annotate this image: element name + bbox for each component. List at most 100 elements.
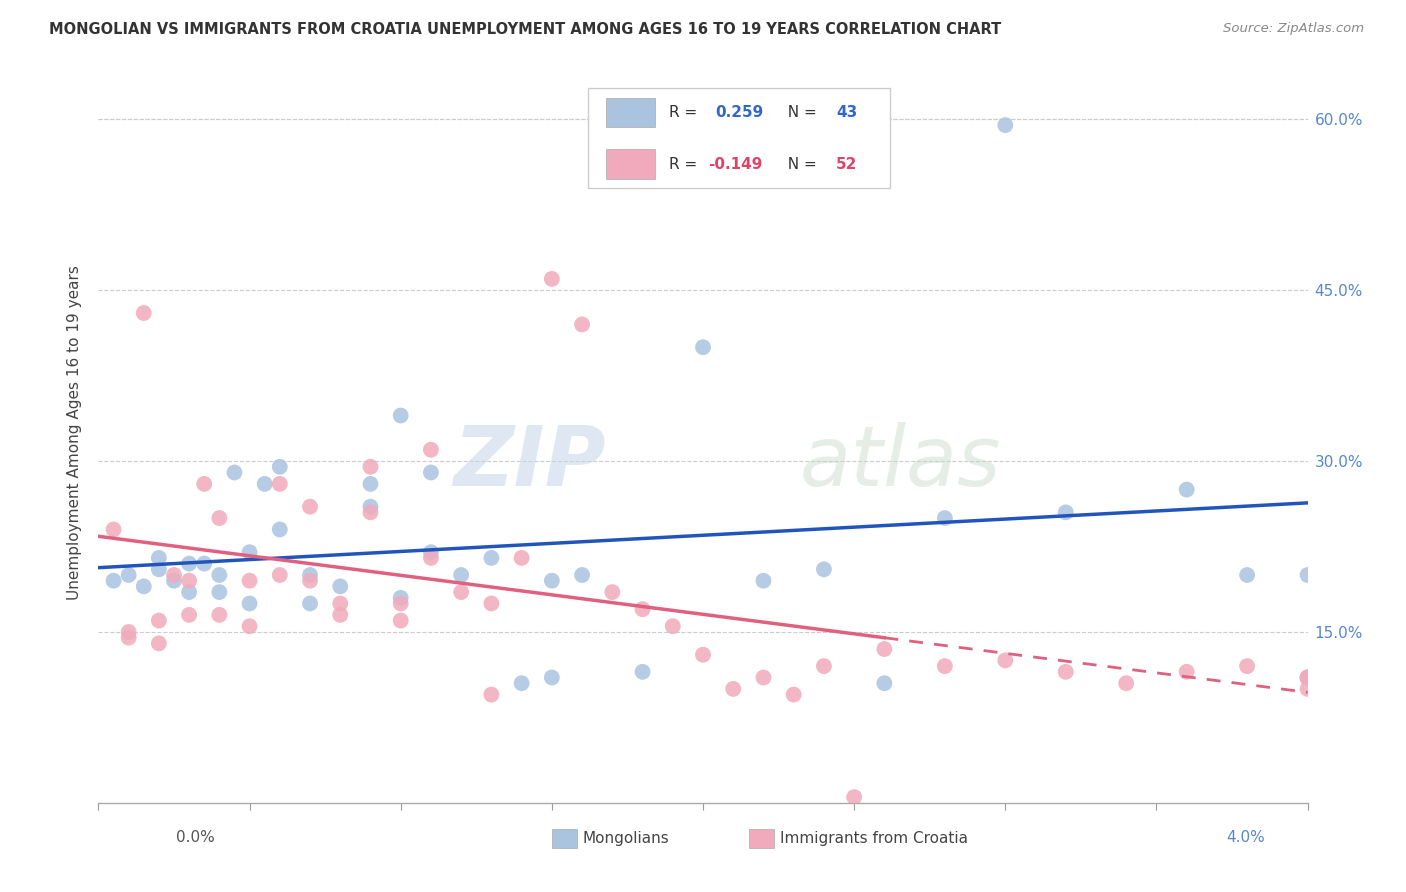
Point (389, 597, 412, 611)
Point (420, 442, 443, 457)
Text: 0.259: 0.259 (716, 105, 763, 120)
Point (193, 557, 215, 571)
Point (329, 607, 352, 622)
Text: Immigrants from Croatia: Immigrants from Croatia (779, 831, 967, 846)
Point (540, 671, 562, 685)
Point (239, 597, 262, 611)
Point (1296, 671, 1319, 685)
Point (132, 306, 155, 320)
Point (148, 562, 170, 576)
Point (510, 676, 533, 690)
Point (994, 118, 1017, 132)
Point (253, 476, 276, 491)
Point (360, 459, 382, 474)
Point (844, 790, 866, 805)
Text: Source: ZipAtlas.com: Source: ZipAtlas.com (1223, 22, 1364, 36)
Text: ZIP: ZIP (454, 422, 606, 503)
Point (450, 568, 472, 582)
Point (934, 511, 956, 525)
Point (299, 500, 322, 514)
Point (239, 574, 262, 588)
Point (1296, 681, 1319, 696)
Point (208, 607, 231, 622)
Point (269, 523, 291, 537)
Text: R =: R = (669, 105, 707, 120)
Point (299, 574, 322, 588)
Text: 43: 43 (837, 105, 858, 120)
Point (692, 648, 714, 662)
Point (299, 597, 322, 611)
Point (389, 591, 412, 605)
Point (1296, 671, 1319, 685)
Y-axis label: Unemployment Among Ages 16 to 19 years: Unemployment Among Ages 16 to 19 years (67, 265, 83, 600)
Point (148, 636, 170, 650)
Point (118, 631, 141, 645)
Point (360, 476, 382, 491)
Point (1236, 659, 1258, 673)
Point (994, 653, 1017, 667)
Point (132, 579, 155, 593)
Point (269, 459, 291, 474)
Text: R =: R = (669, 157, 702, 172)
FancyBboxPatch shape (588, 88, 890, 188)
Point (389, 614, 412, 628)
Point (239, 545, 262, 559)
Point (571, 568, 593, 582)
Point (179, 585, 201, 599)
Text: -0.149: -0.149 (707, 157, 762, 172)
Point (329, 597, 352, 611)
Point (420, 550, 443, 565)
Point (631, 602, 654, 616)
Bar (606, 97, 655, 128)
Point (239, 619, 262, 633)
Point (1296, 568, 1319, 582)
Point (1115, 676, 1137, 690)
Point (148, 550, 170, 565)
Point (1175, 665, 1198, 679)
Point (540, 272, 562, 286)
Point (752, 574, 775, 588)
Point (103, 574, 125, 588)
Point (661, 619, 683, 633)
Point (1054, 505, 1077, 519)
Point (360, 500, 382, 514)
Point (1175, 483, 1198, 497)
Text: Mongolians: Mongolians (582, 831, 669, 846)
Point (103, 523, 125, 537)
Point (481, 550, 503, 565)
Point (752, 671, 775, 685)
Point (1236, 568, 1258, 582)
Point (148, 614, 170, 628)
Point (118, 624, 141, 639)
Point (163, 574, 186, 588)
Point (813, 562, 835, 576)
Bar (606, 150, 655, 179)
Point (934, 659, 956, 673)
Text: atlas: atlas (800, 422, 1001, 503)
Point (193, 476, 215, 491)
Point (420, 545, 443, 559)
Point (179, 557, 201, 571)
Text: 52: 52 (837, 157, 858, 172)
Point (269, 568, 291, 582)
Point (420, 466, 443, 480)
Point (631, 665, 654, 679)
Text: N =: N = (778, 157, 821, 172)
Point (450, 585, 472, 599)
Point (224, 466, 246, 480)
Point (602, 585, 624, 599)
Point (299, 568, 322, 582)
Point (1054, 665, 1077, 679)
Point (571, 318, 593, 332)
Point (389, 409, 412, 423)
Point (481, 597, 503, 611)
Point (269, 476, 291, 491)
Point (179, 574, 201, 588)
Text: MONGOLIAN VS IMMIGRANTS FROM CROATIA UNEMPLOYMENT AMONG AGES 16 TO 19 YEARS CORR: MONGOLIAN VS IMMIGRANTS FROM CROATIA UNE… (49, 22, 1001, 37)
Point (723, 681, 745, 696)
Point (481, 688, 503, 702)
Point (510, 550, 533, 565)
Point (118, 568, 141, 582)
Point (179, 607, 201, 622)
Text: 0.0%: 0.0% (176, 830, 215, 845)
